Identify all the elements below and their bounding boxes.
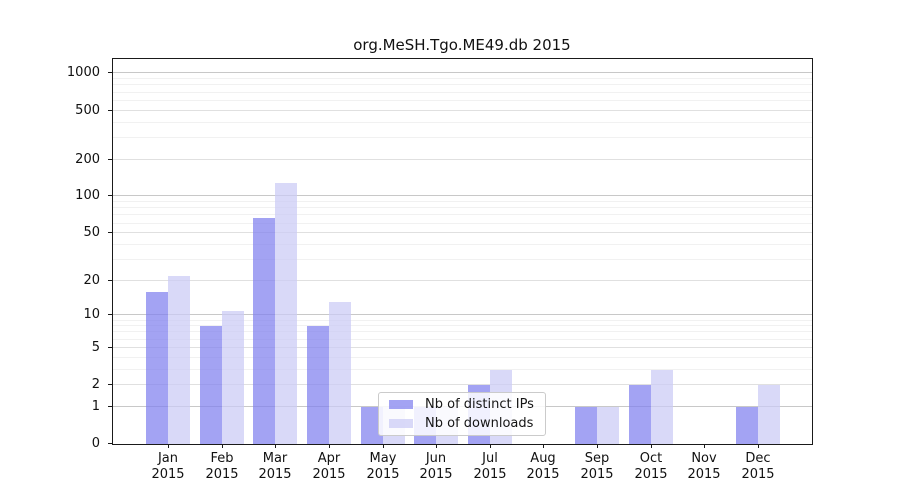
gridline [113,201,812,202]
x-axis-tick [222,444,223,448]
x-tick-label-jun: Jun 2015 [419,451,453,482]
x-axis-tick [436,444,437,448]
x-tick-label-jan: Jan 2015 [151,451,185,482]
gridline [113,384,812,385]
y-axis-tick [108,159,112,160]
y-axis-tick [108,347,112,348]
bar-jan-distinct-ips [146,292,168,444]
legend-row: Nb of downloads [387,414,537,433]
bar-oct-downloads [650,369,673,444]
legend: Nb of distinct IPs Nb of downloads [378,392,546,436]
gridline [113,259,812,260]
x-tick-label-jul: Jul 2015 [473,451,507,482]
y-tick-label: 2 [91,377,100,392]
bar-feb-distinct-ips [199,326,222,444]
y-axis-tick [108,195,112,196]
gridline [113,72,812,73]
gridline [113,232,812,233]
x-axis-tick [490,444,491,448]
bar-oct-distinct-ips [628,385,651,444]
bar-apr-downloads [328,302,351,444]
x-tick-label-dec: Dec 2015 [741,451,775,482]
y-tick-label: 1 [91,399,100,414]
gridline [113,92,812,93]
x-axis-tick [704,444,705,448]
y-tick-label: 20 [83,273,100,288]
x-tick-label-feb: Feb 2015 [205,451,239,482]
y-axis-tick [108,384,112,385]
gridline [113,369,812,370]
y-tick-label: 100 [75,188,100,203]
x-tick-label-may: May 2015 [366,451,400,482]
gridline [113,207,812,208]
gridline [113,339,812,340]
gridline [113,78,812,79]
gridline [113,347,812,348]
gridline [113,137,812,138]
x-axis-tick [168,444,169,448]
gridline [113,280,812,281]
y-axis-tick [108,110,112,111]
bar-dec-downloads [757,385,780,444]
bar-mar-downloads [275,182,298,444]
distinct-ips-swatch-icon [389,400,413,409]
gridline [113,122,812,123]
y-tick-label: 5 [91,340,100,355]
bar-apr-distinct-ips [306,326,329,444]
x-axis-tick [329,444,330,448]
bar-feb-downloads [221,310,244,444]
legend-label-downloads: Nb of downloads [425,416,534,431]
x-tick-label-nov: Nov 2015 [687,451,721,482]
bar-may-distinct-ips [360,406,383,444]
x-tick-label-oct: Oct 2015 [634,451,668,482]
chart-title: org.MeSH.Tgo.ME49.db 2015 [353,36,571,54]
y-axis-tick [108,232,112,233]
y-tick-label: 0 [91,436,100,451]
x-tick-label-sep: Sep 2015 [580,451,614,482]
y-axis-tick [108,406,112,407]
bar-jan-downloads [168,275,190,444]
bar-sep-downloads [597,406,620,444]
gridline [113,84,812,85]
x-axis-tick [275,444,276,448]
bar-mar-distinct-ips [253,218,276,444]
plot-area [112,58,813,445]
bar-sep-distinct-ips [575,406,598,444]
gridline [113,244,812,245]
y-axis-tick [108,280,112,281]
y-axis-tick [108,443,112,444]
gridline [113,100,812,101]
y-tick-label: 1000 [66,65,100,80]
gridline [113,223,812,224]
gridline [113,325,812,326]
legend-row: Nb of distinct IPs [387,395,537,414]
x-tick-label-apr: Apr 2015 [312,451,346,482]
x-axis-tick [383,444,384,448]
y-tick-label: 500 [75,103,100,118]
downloads-swatch-icon [389,419,413,428]
gridline [113,331,812,332]
gridline [113,320,812,321]
legend-label-distinct-ips: Nb of distinct IPs [425,397,534,412]
x-axis-tick [543,444,544,448]
gridline [113,214,812,215]
y-axis-tick [108,72,112,73]
x-axis-tick [597,444,598,448]
bar-dec-distinct-ips [735,406,758,444]
gridline [113,110,812,111]
x-tick-label-aug: Aug 2015 [526,451,560,482]
gridline [113,314,812,315]
x-tick-label-mar: Mar 2015 [258,451,292,482]
y-tick-label: 200 [75,152,100,167]
x-axis-tick [651,444,652,448]
gridline [113,159,812,160]
gridline [113,357,812,358]
y-tick-label: 10 [83,307,100,322]
y-axis-tick [108,314,112,315]
x-axis-tick [758,444,759,448]
y-tick-label: 50 [83,225,100,240]
gridline [113,195,812,196]
